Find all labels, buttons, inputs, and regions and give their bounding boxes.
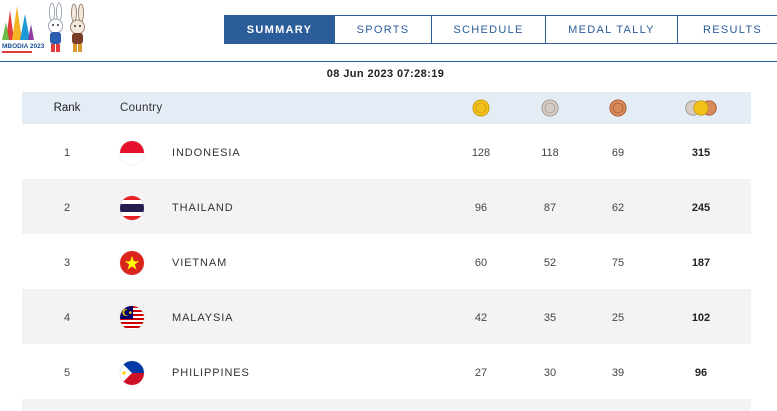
tab-medal-tally[interactable]: MEDAL TALLY bbox=[546, 15, 678, 44]
country-name[interactable]: VIETNAM bbox=[172, 257, 228, 269]
flag-cell bbox=[119, 179, 145, 234]
bronze-medal-icon bbox=[609, 99, 627, 117]
table-header: Rank Country bbox=[22, 92, 751, 124]
philippines-flag-icon bbox=[120, 361, 144, 385]
rank-cell: 3 bbox=[63, 257, 71, 269]
silver-count: 52 bbox=[543, 257, 557, 269]
gold-medal-icon bbox=[472, 99, 490, 117]
rank-cell: 4 bbox=[63, 312, 71, 324]
all-medals-icon bbox=[685, 100, 717, 116]
total-count: 102 bbox=[691, 312, 711, 324]
flag-cell bbox=[119, 124, 145, 179]
silver-count: 87 bbox=[543, 202, 557, 214]
country-name[interactable]: INDONESIA bbox=[172, 147, 241, 159]
tab-sports[interactable]: SPORTS bbox=[335, 15, 432, 44]
header-divider bbox=[0, 61, 777, 62]
table-row[interactable]: 4 MALAYSIA 42 35 25 102 bbox=[22, 289, 751, 344]
table-row[interactable]: 3 VIETNAM 60 52 75 187 bbox=[22, 234, 751, 289]
site-header: MBODIA 2023 SUMMARY SPORTS SCHEDULE MEDA… bbox=[0, 0, 777, 62]
malaysia-flag-icon bbox=[120, 306, 144, 330]
indonesia-flag-icon bbox=[120, 141, 144, 165]
update-timestamp: 08 Jun 2023 07:28:19 bbox=[326, 68, 445, 80]
total-count: 96 bbox=[694, 367, 708, 379]
bronze-header[interactable] bbox=[593, 92, 643, 124]
svg-text:MBODIA 2023: MBODIA 2023 bbox=[2, 43, 45, 50]
silver-medal-icon bbox=[541, 99, 559, 117]
vietnam-flag-icon bbox=[120, 251, 144, 275]
flag-cell bbox=[119, 344, 145, 399]
tab-results[interactable]: RESULTS bbox=[678, 15, 777, 44]
tab-summary[interactable]: SUMMARY bbox=[224, 15, 335, 44]
table-row[interactable]: 2 THAILAND 96 87 62 245 bbox=[22, 179, 751, 234]
rank-cell: 1 bbox=[63, 147, 71, 159]
silver-count: 118 bbox=[541, 147, 559, 159]
gold-count: 128 bbox=[471, 147, 491, 159]
total-count: 187 bbox=[691, 257, 711, 269]
country-header: Country bbox=[120, 102, 163, 114]
bronze-count: 62 bbox=[611, 202, 625, 214]
gold-header[interactable] bbox=[456, 92, 506, 124]
main-nav: SUMMARY SPORTS SCHEDULE MEDAL TALLY RESU… bbox=[224, 15, 777, 44]
country-name[interactable]: MALAYSIA bbox=[172, 312, 234, 324]
total-header[interactable] bbox=[676, 92, 726, 124]
silver-header[interactable] bbox=[525, 92, 575, 124]
total-count: 315 bbox=[691, 147, 711, 159]
rank-header: Rank bbox=[53, 102, 81, 114]
country-name[interactable]: THAILAND bbox=[172, 202, 234, 214]
medal-table: Rank Country bbox=[22, 92, 751, 411]
bronze-count: 25 bbox=[611, 312, 625, 324]
rank-cell: 2 bbox=[63, 202, 71, 214]
flag-cell bbox=[119, 289, 145, 344]
flag-cell bbox=[119, 234, 145, 289]
table-row[interactable]: 5 PHILIPPINES 27 30 39 96 bbox=[22, 344, 751, 399]
bronze-count: 69 bbox=[611, 147, 625, 159]
bronze-count: 39 bbox=[611, 367, 625, 379]
silver-count: 35 bbox=[543, 312, 557, 324]
silver-count: 30 bbox=[543, 367, 557, 379]
rank-cell: 5 bbox=[63, 367, 71, 379]
thailand-flag-icon bbox=[120, 196, 144, 220]
table-row[interactable]: 1 INDONESIA 128 118 69 315 bbox=[22, 124, 751, 179]
table-row-partial bbox=[22, 399, 751, 411]
gold-count: 60 bbox=[474, 257, 488, 269]
country-name[interactable]: PHILIPPINES bbox=[172, 367, 250, 379]
tab-schedule[interactable]: SCHEDULE bbox=[432, 15, 546, 44]
bronze-count: 75 bbox=[611, 257, 625, 269]
gold-count: 42 bbox=[474, 312, 488, 324]
gold-count: 27 bbox=[474, 367, 488, 379]
total-count: 245 bbox=[691, 202, 711, 214]
games-logo[interactable]: MBODIA 2023 bbox=[0, 2, 105, 58]
gold-count: 96 bbox=[474, 202, 488, 214]
